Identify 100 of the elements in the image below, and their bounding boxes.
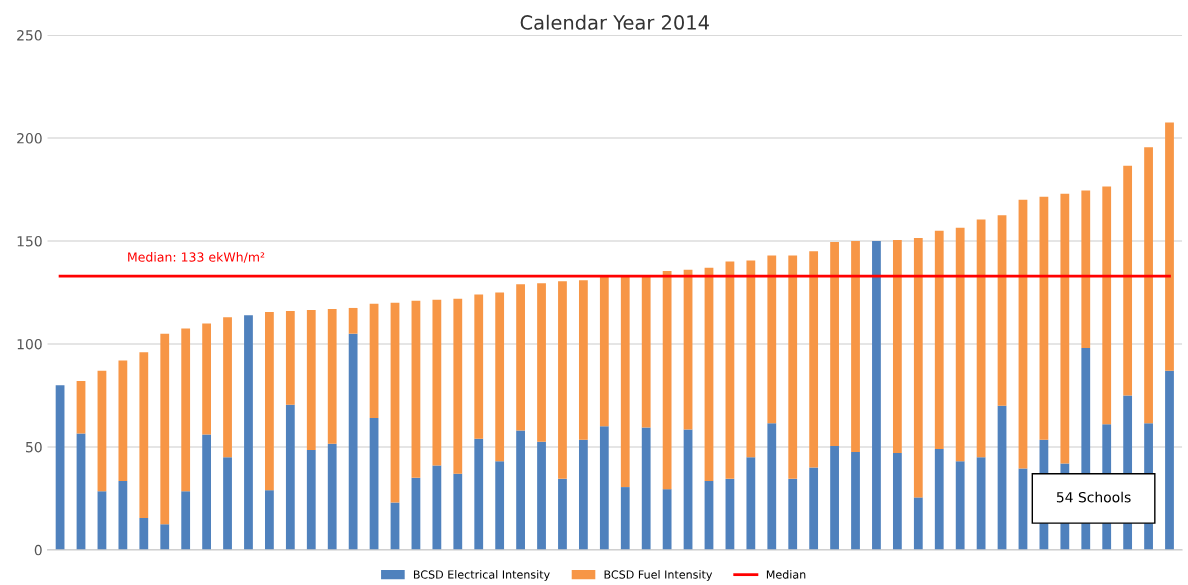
bar <box>495 292 505 462</box>
bar <box>516 430 525 550</box>
bar <box>851 241 860 453</box>
bar <box>746 260 756 458</box>
bar <box>1060 193 1070 464</box>
legend-label: BCSD Fuel Intensity <box>604 570 713 581</box>
legend-label: BCSD Electrical Intensity <box>413 570 550 581</box>
annotation: 54 Schools <box>1056 491 1131 503</box>
bar <box>411 300 421 478</box>
bar <box>997 215 1007 406</box>
bar <box>369 418 379 550</box>
bar <box>579 439 588 550</box>
bar <box>97 370 107 492</box>
bar <box>390 302 400 503</box>
bar <box>725 261 735 479</box>
bar <box>516 284 525 431</box>
bar <box>976 219 986 458</box>
bar <box>244 315 253 550</box>
bar <box>997 405 1007 550</box>
y-tick-label: 150 <box>17 235 42 247</box>
bar <box>809 251 819 468</box>
bar <box>202 323 211 435</box>
bar <box>139 352 149 518</box>
bar <box>913 497 923 550</box>
bar <box>641 427 651 550</box>
bar <box>453 298 463 474</box>
bar <box>432 465 442 550</box>
bar <box>327 308 337 444</box>
bar <box>285 404 295 550</box>
bar <box>872 241 881 550</box>
bar <box>348 333 358 550</box>
y-tick-label: 50 <box>26 441 42 453</box>
bar <box>662 489 672 550</box>
bar <box>369 303 379 419</box>
bar <box>160 524 170 550</box>
bar <box>620 487 630 550</box>
bar <box>558 281 567 479</box>
bar <box>955 227 965 462</box>
bar <box>599 426 609 550</box>
bar <box>788 478 798 550</box>
bar <box>620 276 630 488</box>
bar <box>851 452 860 550</box>
bar <box>76 381 86 434</box>
annotation: Median: 133 ekWh/m² <box>128 252 265 263</box>
bar <box>1081 190 1091 349</box>
bar <box>892 239 902 454</box>
bar <box>348 307 358 334</box>
bar <box>76 433 86 550</box>
bar <box>579 280 588 440</box>
bar <box>641 276 651 428</box>
bar <box>432 299 442 466</box>
bar <box>537 441 546 550</box>
y-tick-label: 0 <box>34 544 42 556</box>
y-tick-label: 250 <box>17 30 42 41</box>
bar <box>955 461 965 550</box>
bar <box>1102 186 1112 425</box>
bar <box>725 478 735 550</box>
bar <box>934 230 944 449</box>
bar <box>1123 165 1133 396</box>
bar <box>411 477 421 550</box>
bar <box>558 478 567 550</box>
bar <box>746 457 756 550</box>
bar <box>537 283 546 442</box>
bar <box>474 438 484 550</box>
bar <box>265 490 274 550</box>
bar <box>830 445 839 550</box>
bar <box>55 385 65 550</box>
bar <box>327 443 337 550</box>
bar <box>830 242 839 446</box>
bar <box>160 333 170 525</box>
bar <box>139 517 149 550</box>
bar <box>934 449 944 550</box>
bar <box>285 311 295 405</box>
legend-label: Median <box>766 570 806 579</box>
bar <box>704 267 714 481</box>
bar <box>809 467 819 550</box>
bar <box>683 429 693 550</box>
bar <box>1039 196 1049 440</box>
bar <box>1165 122 1174 371</box>
bar <box>767 255 777 424</box>
bar <box>495 461 505 550</box>
bar <box>202 434 211 550</box>
bar <box>1144 147 1153 424</box>
bar <box>662 270 672 490</box>
bar <box>181 491 191 550</box>
y-tick-label: 100 <box>17 338 42 350</box>
bar <box>788 255 798 479</box>
bar <box>306 450 316 550</box>
bar <box>223 457 232 550</box>
bar <box>1018 468 1028 550</box>
bar <box>599 276 609 427</box>
bar <box>976 457 986 550</box>
bar <box>683 269 693 430</box>
bar <box>767 423 777 550</box>
bar <box>1018 199 1028 469</box>
bar <box>704 480 714 550</box>
bar <box>1165 370 1174 550</box>
bar <box>223 317 232 458</box>
bar <box>306 310 316 451</box>
bar <box>892 453 902 550</box>
